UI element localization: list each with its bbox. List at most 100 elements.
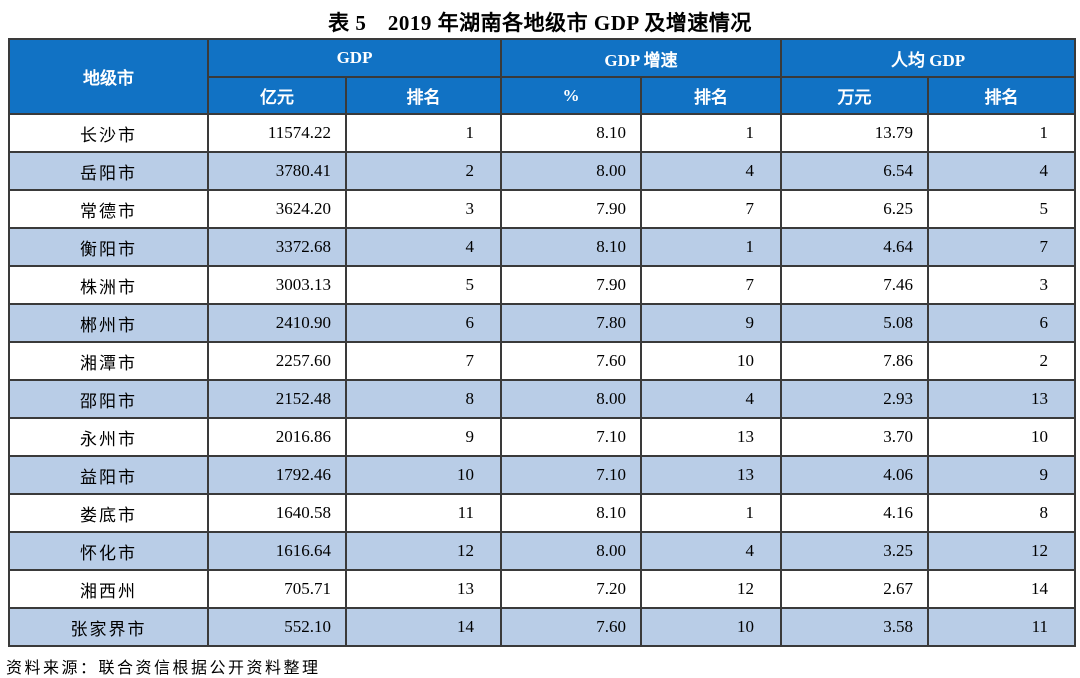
table-row: 怀化市 1616.64 12 8.00 4 3.25 12	[8, 531, 1077, 571]
cell-city: 株洲市	[8, 265, 209, 305]
table-row: 长沙市 11574.22 1 8.10 1 13.79 1	[8, 113, 1077, 153]
table-title: 表 5 2019 年湖南各地级市 GDP 及增速情况	[328, 11, 752, 35]
cell-gdp-rank: 12	[344, 531, 503, 571]
cell-growth: 8.00	[500, 151, 643, 191]
cell-growth: 7.90	[500, 265, 643, 305]
cell-city: 永州市	[8, 417, 209, 457]
cell-gdp: 2410.90	[207, 303, 347, 343]
table-row: 永州市 2016.86 9 7.10 13 3.70 10	[8, 417, 1077, 457]
cell-per-capita-rank: 13	[927, 379, 1077, 419]
cell-growth-rank: 4	[640, 531, 783, 571]
cell-gdp-rank: 10	[344, 455, 503, 495]
header-city: 地级市	[8, 38, 209, 115]
header-group-gdp-growth: GDP 增速	[500, 38, 783, 78]
cell-growth: 7.10	[500, 455, 643, 495]
cell-gdp-rank: 9	[344, 417, 503, 457]
cell-per-capita-rank: 14	[927, 569, 1077, 609]
cell-per-capita-rank: 7	[927, 227, 1077, 267]
cell-city: 邵阳市	[8, 379, 209, 419]
cell-gdp-rank: 7	[344, 341, 503, 381]
cell-per-capita: 13.79	[780, 113, 930, 153]
cell-growth: 7.60	[500, 341, 643, 381]
header-group-per-capita-gdp: 人均 GDP	[780, 38, 1077, 78]
table-row: 湘潭市 2257.60 7 7.60 10 7.86 2	[8, 341, 1077, 381]
cell-per-capita: 7.86	[780, 341, 930, 381]
header-group-row: 地级市 GDP GDP 增速 人均 GDP	[8, 38, 1077, 115]
cell-growth: 7.10	[500, 417, 643, 457]
cell-city: 益阳市	[8, 455, 209, 495]
cell-gdp: 3003.13	[207, 265, 347, 305]
cell-per-capita: 4.16	[780, 493, 930, 533]
cell-per-capita-rank: 8	[927, 493, 1077, 533]
cell-growth-rank: 12	[640, 569, 783, 609]
cell-gdp-rank: 4	[344, 227, 503, 267]
table-row: 张家界市 552.10 14 7.60 10 3.58 11	[8, 607, 1077, 647]
cell-growth-rank: 13	[640, 417, 783, 457]
cell-per-capita: 4.64	[780, 227, 930, 267]
cell-growth-rank: 1	[640, 227, 783, 267]
cell-city: 长沙市	[8, 113, 209, 153]
cell-per-capita: 4.06	[780, 455, 930, 495]
cell-growth-rank: 9	[640, 303, 783, 343]
table-row: 湘西州 705.71 13 7.20 12 2.67 14	[8, 569, 1077, 609]
cell-growth-rank: 4	[640, 151, 783, 191]
cell-growth-rank: 7	[640, 189, 783, 229]
cell-per-capita: 3.25	[780, 531, 930, 571]
cell-gdp-rank: 14	[344, 607, 503, 647]
cell-per-capita: 2.67	[780, 569, 930, 609]
cell-gdp-rank: 11	[344, 493, 503, 533]
cell-growth-rank: 13	[640, 455, 783, 495]
cell-per-capita-rank: 5	[927, 189, 1077, 229]
cell-per-capita: 3.58	[780, 607, 930, 647]
cell-growth: 8.00	[500, 379, 643, 419]
header-per-capita-rank: 排名	[927, 76, 1077, 115]
cell-gdp: 552.10	[207, 607, 347, 647]
cell-gdp: 1792.46	[207, 455, 347, 495]
table-row: 益阳市 1792.46 10 7.10 13 4.06 9	[8, 455, 1077, 495]
cell-city: 张家界市	[8, 607, 209, 647]
cell-per-capita: 3.70	[780, 417, 930, 457]
cell-city: 衡阳市	[8, 227, 209, 267]
cell-gdp: 3780.41	[207, 151, 347, 191]
table-header: 地级市 GDP GDP 增速 人均 GDP 亿元 排名 % 排名 万元 排名	[8, 38, 1077, 115]
cell-gdp: 2152.48	[207, 379, 347, 419]
cell-city: 怀化市	[8, 531, 209, 571]
cell-gdp: 2257.60	[207, 341, 347, 381]
cell-growth: 8.10	[500, 493, 643, 533]
cell-per-capita: 2.93	[780, 379, 930, 419]
cell-city: 湘潭市	[8, 341, 209, 381]
cell-growth: 8.00	[500, 531, 643, 571]
header-group-gdp: GDP	[206, 38, 503, 78]
cell-growth: 7.20	[500, 569, 643, 609]
header-sub-row: 亿元 排名 % 排名 万元 排名	[9, 76, 1077, 115]
cell-growth: 7.60	[500, 607, 643, 647]
cell-per-capita-rank: 1	[927, 113, 1077, 153]
header-gdp-rank: 排名	[344, 76, 503, 115]
table-body: 长沙市 11574.22 1 8.10 1 13.79 1 岳阳市 3780.4…	[8, 113, 1077, 647]
cell-growth: 7.90	[500, 189, 643, 229]
cell-gdp: 705.71	[207, 569, 347, 609]
cell-per-capita-rank: 12	[927, 531, 1077, 571]
cell-gdp-rank: 5	[344, 265, 503, 305]
table-row: 邵阳市 2152.48 8 8.00 4 2.93 13	[8, 379, 1077, 419]
cell-per-capita-rank: 11	[927, 607, 1077, 647]
table-row: 娄底市 1640.58 11 8.10 1 4.16 8	[8, 493, 1077, 533]
cell-per-capita: 7.46	[780, 265, 930, 305]
table-row: 株洲市 3003.13 5 7.90 7 7.46 3	[8, 265, 1077, 305]
cell-per-capita-rank: 10	[927, 417, 1077, 457]
cell-gdp: 1616.64	[207, 531, 347, 571]
cell-growth-rank: 7	[640, 265, 783, 305]
table-row: 常德市 3624.20 3 7.90 7 6.25 5	[8, 189, 1077, 229]
cell-growth: 8.10	[500, 227, 643, 267]
cell-growth: 7.80	[500, 303, 643, 343]
gdp-table: 地级市 GDP GDP 增速 人均 GDP 亿元 排名 % 排名 万元 排名 长…	[8, 38, 1077, 647]
table-row: 岳阳市 3780.41 2 8.00 4 6.54 4	[8, 151, 1077, 191]
header-per-capita-unit: 万元	[780, 76, 930, 115]
cell-per-capita: 6.54	[780, 151, 930, 191]
cell-gdp: 3624.20	[207, 189, 347, 229]
cell-gdp-rank: 8	[344, 379, 503, 419]
cell-gdp-rank: 3	[344, 189, 503, 229]
cell-per-capita-rank: 6	[927, 303, 1077, 343]
cell-per-capita-rank: 3	[927, 265, 1077, 305]
